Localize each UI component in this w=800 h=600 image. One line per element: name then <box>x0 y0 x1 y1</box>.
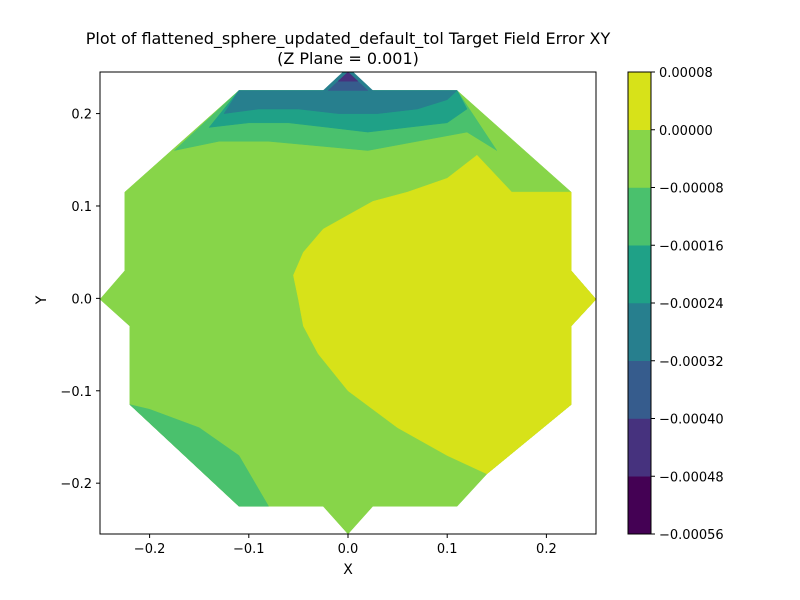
chart-title-line2: (Z Plane = 0.001) <box>277 49 419 68</box>
colorbar-band-2 <box>627 360 652 419</box>
colorbar-tick-label: −0.00008 <box>659 182 724 197</box>
x-tick-label: −0.1 <box>233 542 265 557</box>
colorbar-tick-label: −0.00048 <box>659 470 724 485</box>
x-tick-label: 0.1 <box>437 542 458 557</box>
x-axis-ticks: −0.2 −0.1 0.0 0.1 0.2 <box>134 534 557 557</box>
y-tick-label: 0.2 <box>71 108 92 123</box>
plot-area <box>99 71 597 535</box>
contour-region-2 <box>293 154 597 475</box>
colorbar-band-0 <box>627 476 652 535</box>
colorbar-tick-label: 0.00008 <box>659 66 713 81</box>
y-tick-label: 0.0 <box>71 292 92 307</box>
colorbar-tick-label: −0.00056 <box>659 528 724 543</box>
y-axis-label: Y <box>34 295 50 305</box>
colorbar-tick-label: −0.00016 <box>659 239 724 254</box>
colorbar-band-6 <box>627 129 652 188</box>
x-tick-label: 0.0 <box>338 542 359 557</box>
y-tick-label: −0.1 <box>60 385 92 400</box>
colorbar-tick-label: −0.00024 <box>659 297 724 312</box>
contour-region-9 <box>337 71 359 82</box>
colorbar-band-4 <box>627 245 652 304</box>
x-tick-label: −0.2 <box>134 542 166 557</box>
y-tick-label: −0.2 <box>60 477 92 492</box>
colorbar-band-3 <box>627 302 652 361</box>
y-axis-ticks: −0.2 −0.1 0.0 0.1 0.2 <box>60 108 100 492</box>
colorbar-tick-label: −0.00032 <box>659 355 724 370</box>
contour-region-3 <box>129 404 269 507</box>
x-tick-label: 0.2 <box>536 542 557 557</box>
colorbar-band-5 <box>627 187 652 246</box>
colorbar-band-1 <box>627 418 652 477</box>
colorbar-tick-label: 0.00000 <box>659 124 713 139</box>
colorbar <box>627 71 652 535</box>
contour-region-1 <box>322 506 374 535</box>
y-tick-label: 0.1 <box>71 200 92 215</box>
colorbar-tick-label: −0.00040 <box>659 413 724 428</box>
chart-title-line1: Plot of flattened_sphere_updated_default… <box>86 29 611 49</box>
x-axis-label: X <box>343 562 353 578</box>
colorbar-ticks: −0.00056 −0.00048 −0.00040 −0.00032 −0.00024… <box>651 66 724 543</box>
colorbar-band-7 <box>627 71 652 130</box>
